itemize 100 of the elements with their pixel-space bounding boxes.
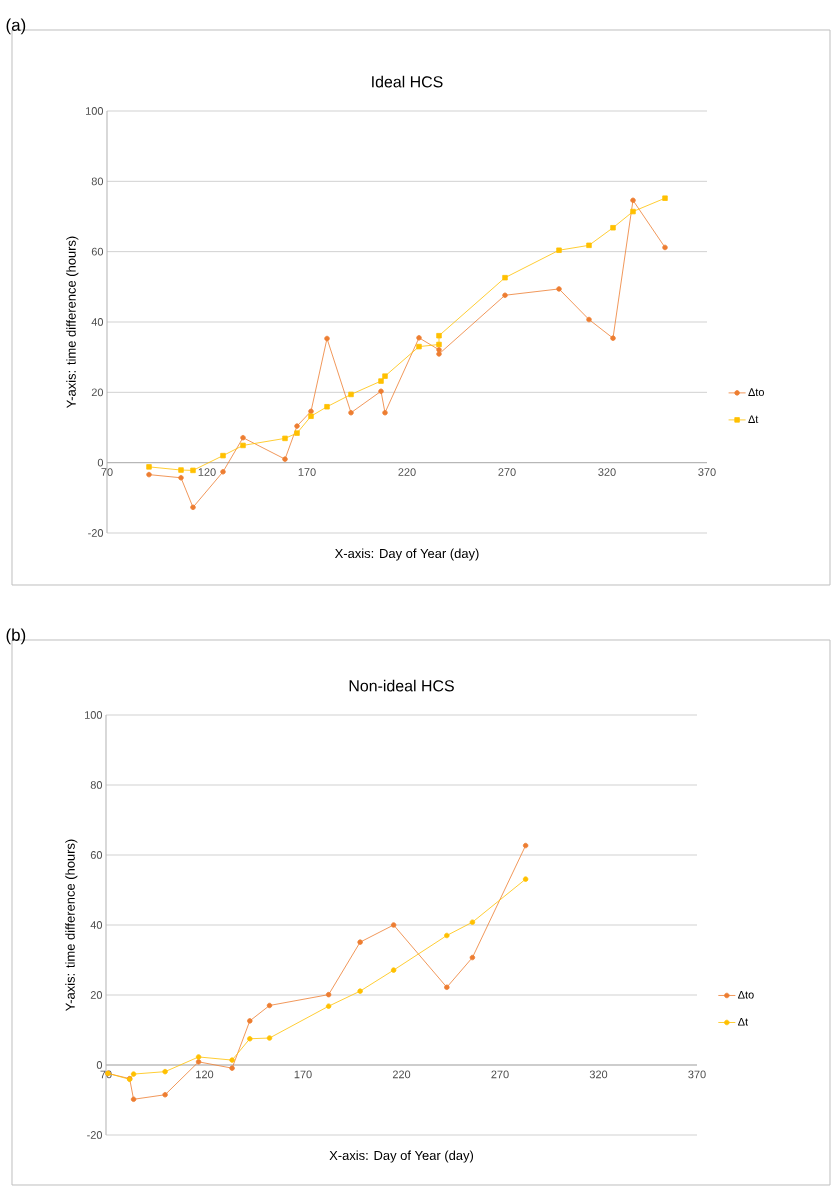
point	[195, 1059, 202, 1065]
point	[469, 919, 476, 925]
point	[357, 939, 363, 945]
x-tick-label: 120	[196, 1070, 214, 1079]
point	[130, 1071, 137, 1077]
y-tick-label: -20	[88, 529, 104, 537]
point	[586, 316, 592, 323]
y-tick-label: 60	[90, 851, 103, 859]
x-tick-label: 120	[198, 468, 216, 476]
legend-label: Δt	[748, 415, 759, 423]
point	[308, 413, 314, 419]
legend-label: Δt	[738, 1017, 749, 1026]
point	[325, 991, 332, 998]
x-tick-label: 320	[589, 1070, 608, 1079]
point	[325, 1003, 332, 1009]
x-tick-label: 170	[294, 1070, 312, 1079]
point	[282, 435, 288, 442]
x-tick-label: 170	[298, 468, 316, 476]
point	[556, 286, 562, 292]
point	[436, 333, 442, 339]
point	[190, 504, 196, 511]
point	[378, 388, 384, 394]
x-tick-label: 270	[498, 468, 516, 476]
point	[378, 378, 384, 384]
point	[556, 247, 562, 253]
y-axis-title: Y-axis: time difference (hours)	[66, 236, 79, 408]
point	[502, 292, 508, 298]
point	[348, 391, 354, 398]
x-tick-label: 320	[598, 468, 616, 476]
point	[195, 1054, 202, 1060]
point	[130, 1096, 137, 1102]
point	[220, 452, 226, 459]
x-tick-label: 370	[688, 1070, 706, 1079]
point	[436, 341, 442, 348]
x-tick-label: 270	[491, 1070, 509, 1079]
point	[220, 469, 226, 475]
y-tick-label: 100	[86, 107, 104, 115]
text: (b)	[6, 628, 26, 645]
point	[146, 471, 152, 478]
y-tick-label: 0	[96, 1061, 103, 1069]
point	[390, 922, 397, 928]
point	[610, 335, 616, 341]
y-axis-title: Y-axis: time difference (hours)	[65, 839, 78, 1011]
x-tick-label: 70	[101, 468, 113, 476]
point	[266, 1035, 273, 1041]
point	[662, 244, 668, 251]
y-tick-label: 40	[91, 318, 104, 326]
x-axis-title: X-axis: Day of Year (day)	[334, 548, 479, 561]
point	[436, 351, 442, 357]
point	[178, 467, 184, 473]
point	[266, 1002, 273, 1009]
point	[146, 464, 152, 470]
chart-title: Non-ideal HCS	[349, 679, 454, 692]
y-tick-label: 20	[91, 388, 104, 397]
point	[190, 467, 196, 474]
y-tick-label: 20	[90, 991, 103, 999]
point	[240, 442, 246, 449]
point	[630, 197, 636, 204]
y-tick-label: 80	[91, 177, 104, 186]
point	[229, 1057, 235, 1063]
x-tick-label: 370	[698, 468, 716, 476]
point	[586, 242, 592, 249]
point	[240, 434, 246, 441]
y-tick-label: 40	[90, 921, 103, 929]
point	[630, 208, 636, 215]
text: (a)	[6, 18, 26, 35]
y-tick-label: 100	[85, 711, 103, 719]
point	[662, 195, 668, 201]
point	[294, 430, 300, 436]
point	[308, 408, 314, 415]
point	[522, 876, 529, 882]
x-axis-title: X-axis: Day of Year (day)	[329, 1150, 474, 1163]
point	[610, 225, 616, 231]
point	[416, 343, 422, 350]
point	[382, 410, 388, 416]
y-tick-label: 60	[91, 247, 104, 256]
point	[390, 967, 397, 973]
point	[324, 335, 330, 342]
point	[502, 274, 508, 281]
point	[282, 456, 288, 462]
point	[247, 1018, 253, 1024]
y-tick-label: -20	[87, 1131, 103, 1139]
legend-label: Δto	[738, 990, 754, 999]
point	[382, 373, 388, 379]
point	[416, 335, 422, 341]
point	[436, 347, 442, 353]
y-tick-label: 0	[97, 458, 104, 467]
point	[178, 475, 184, 481]
point	[444, 932, 450, 939]
x-tick-label: 220	[398, 468, 416, 476]
point	[469, 954, 476, 961]
point	[324, 404, 330, 410]
legend-label: Δto	[748, 388, 764, 397]
x-tick-label: 220	[392, 1070, 411, 1079]
point	[294, 423, 300, 429]
point	[348, 410, 354, 416]
point	[444, 984, 450, 990]
point	[357, 988, 363, 994]
point	[162, 1068, 168, 1075]
point	[229, 1065, 235, 1071]
